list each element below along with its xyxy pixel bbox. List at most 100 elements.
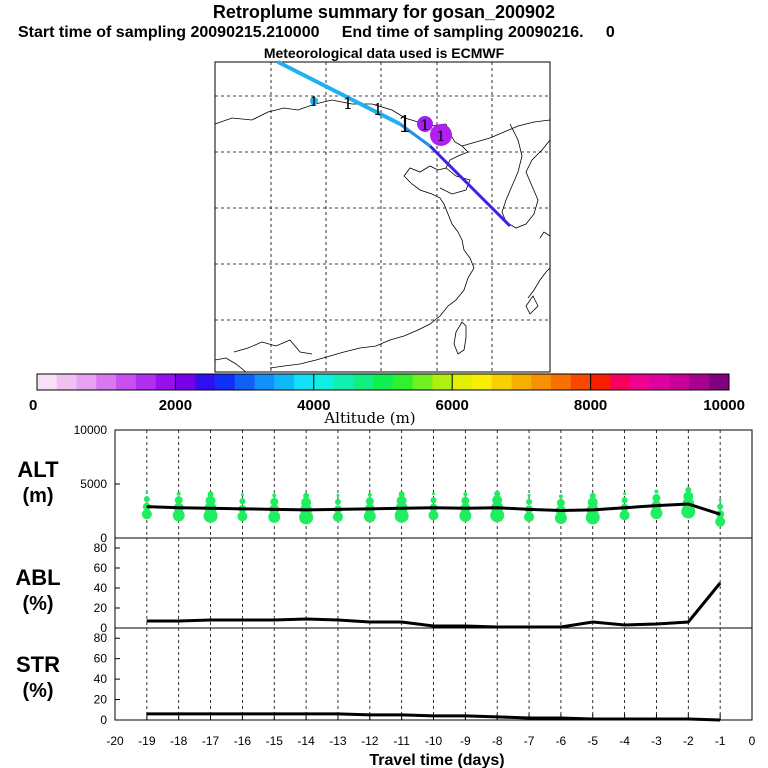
plume-label: 1 xyxy=(373,100,383,119)
trajectory-late xyxy=(428,144,512,228)
scatter-point xyxy=(334,498,341,505)
colorbar-swatch xyxy=(234,374,255,390)
plume-circle xyxy=(310,97,318,105)
scatter-point xyxy=(365,497,374,506)
map: 1 1 1 1 1 1 xyxy=(214,60,551,373)
data-point xyxy=(273,619,275,621)
x-tick-label: -6 xyxy=(556,734,567,748)
scatter-point xyxy=(461,496,470,505)
colorbar-swatch xyxy=(590,374,611,390)
scatter-point xyxy=(619,510,630,521)
data-point xyxy=(178,507,180,509)
scatter-point xyxy=(145,491,149,495)
sampling-times: Start time of sampling 20090215.210000 E… xyxy=(18,24,758,42)
x-tick-label: -10 xyxy=(425,734,443,748)
scatter-point xyxy=(336,493,340,497)
colorbar-swatch xyxy=(669,374,690,390)
data-point xyxy=(655,623,657,625)
colorbar-tick-label: 2000 xyxy=(159,397,192,414)
colorbar-swatch xyxy=(511,374,532,390)
data-point xyxy=(464,507,466,509)
colorbar-tick-label: 8000 xyxy=(574,397,607,414)
scatter-point xyxy=(556,498,565,507)
y-tick-label: 80 xyxy=(94,541,108,555)
y-axis-label: STR xyxy=(16,652,60,677)
y-axis-label: ALT xyxy=(17,457,59,482)
panel-str: 80 60 40 20 0 STR (%) xyxy=(16,627,753,727)
scatter-point xyxy=(398,491,405,498)
data-point xyxy=(560,509,562,511)
x-tick-label: -19 xyxy=(138,734,156,748)
colorbar-swatch xyxy=(709,374,730,390)
scatter-point xyxy=(494,490,501,497)
scatter-point xyxy=(463,492,468,497)
data-point xyxy=(241,619,243,621)
y-tick-label: 20 xyxy=(94,601,108,615)
x-tick-label: -7 xyxy=(524,734,535,748)
y-tick-label: 60 xyxy=(94,561,108,575)
scatter-point xyxy=(718,498,722,502)
scatter-point xyxy=(432,492,435,496)
data-point xyxy=(178,620,180,622)
scatter-point xyxy=(174,496,183,505)
scatter-point xyxy=(650,507,663,520)
plume-circle xyxy=(430,124,452,146)
y-tick-label: 0 xyxy=(100,621,107,635)
start-time: Start time of sampling 20090215.210000 xyxy=(18,24,320,41)
plume-label: 1 xyxy=(310,95,318,110)
data-point xyxy=(655,505,657,507)
scatter-point xyxy=(272,493,277,498)
scatter-point xyxy=(589,492,596,499)
colorbar-swatch xyxy=(96,374,117,390)
x-tick-label: -20 xyxy=(106,734,124,748)
colorbar-swatch xyxy=(274,374,295,390)
colorbar-swatch xyxy=(531,374,552,390)
x-tick-label: -9 xyxy=(460,734,471,748)
data-point xyxy=(528,626,530,628)
trajectory-mid xyxy=(399,122,431,148)
y-axis-unit: (%) xyxy=(22,593,53,615)
colorbar-swatch xyxy=(313,374,335,390)
scatter-point xyxy=(143,496,150,503)
scatter-point xyxy=(492,495,503,506)
scatter-point xyxy=(524,511,535,522)
plume-label: 1 xyxy=(398,113,412,138)
colorbar-swatch xyxy=(570,374,592,390)
y-axis-label: ABL xyxy=(15,565,60,590)
colorbar-swatch xyxy=(471,374,493,390)
scatter-point xyxy=(526,498,533,505)
y-axis-unit: (m) xyxy=(22,485,53,507)
y-tick-label: 60 xyxy=(94,652,108,666)
x-tick-label: -15 xyxy=(266,734,284,748)
y-tick-label: 10000 xyxy=(74,423,108,437)
scatter-point xyxy=(237,511,248,522)
panel-alt: 10000 5000 0 ALT (m) xyxy=(17,423,753,545)
colorbar-swatch xyxy=(175,374,196,390)
data-point xyxy=(241,508,243,510)
y-tick-label: 0 xyxy=(100,713,107,727)
data-point xyxy=(401,621,403,623)
scatter-point xyxy=(428,510,439,521)
scatter-point xyxy=(715,516,726,527)
end-time-trail: 0 xyxy=(605,24,615,41)
scatter-point xyxy=(301,497,312,508)
scatter-point xyxy=(176,491,181,496)
trajectory xyxy=(277,60,512,228)
trajectory-early xyxy=(277,60,401,126)
colorbar-swatch xyxy=(452,374,473,390)
scatter-point xyxy=(172,509,185,522)
x-tick-label: -11 xyxy=(393,734,410,748)
x-tick-label: -2 xyxy=(683,734,694,748)
met-data-label: Meteorological data used is ECMWF xyxy=(263,45,505,61)
colorbar-swatch xyxy=(630,374,651,390)
data-point xyxy=(464,625,466,627)
panels: 10000 5000 0 ALT (m) 80 60 40 20 0 ABL (%) 80 60 40 20 0… xyxy=(15,423,755,748)
colorbar-swatch xyxy=(294,374,315,390)
scatter-point xyxy=(554,512,567,525)
data-point xyxy=(369,621,371,623)
colorbar-swatch xyxy=(56,374,78,390)
coastlines xyxy=(214,99,551,373)
colorbar-swatch xyxy=(689,374,710,390)
colorbar-swatch xyxy=(37,374,58,390)
